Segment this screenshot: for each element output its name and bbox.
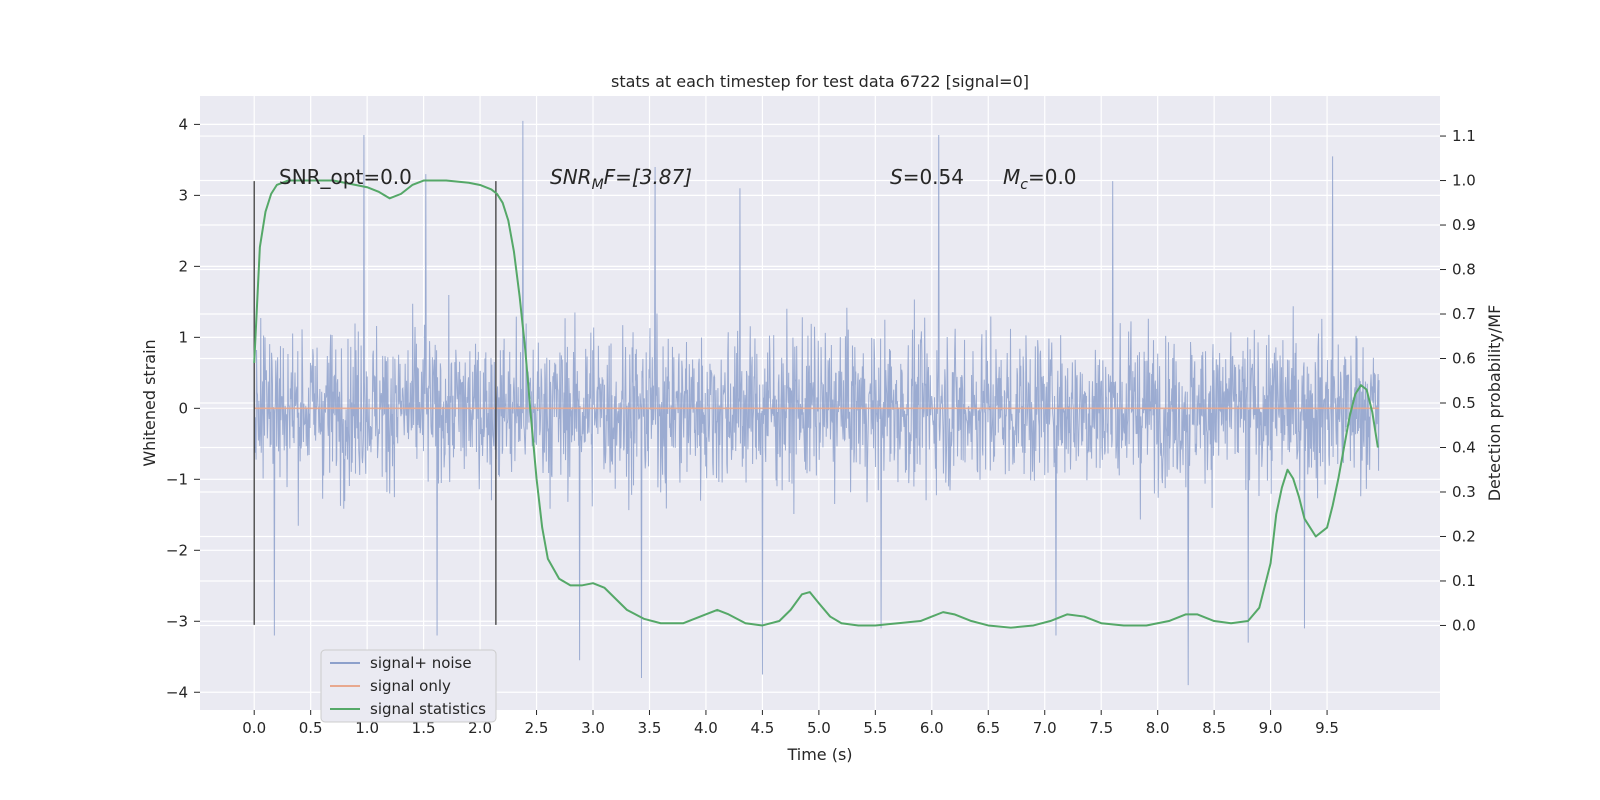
x-tick-label: 5.5 bbox=[863, 719, 887, 737]
series-layer bbox=[253, 120, 1380, 686]
y-right-tick-label: 0.4 bbox=[1452, 438, 1476, 456]
legend-label-signal-noise: signal+ noise bbox=[370, 654, 472, 672]
chart-title: stats at each timestep for test data 672… bbox=[611, 72, 1029, 91]
x-axis-title: Time (s) bbox=[786, 745, 852, 764]
x-tick-label: 0.5 bbox=[299, 719, 323, 737]
x-tick-label: 0.0 bbox=[242, 719, 266, 737]
x-tick-label: 5.0 bbox=[807, 719, 831, 737]
y-tick-label: −4 bbox=[166, 683, 188, 701]
y-tick-label: 4 bbox=[178, 115, 188, 133]
y-right-tick-label: 0.1 bbox=[1452, 572, 1476, 590]
snr-mf-main: SNR bbox=[550, 165, 592, 189]
mc-subscript: c bbox=[1020, 177, 1028, 193]
legend-label-signal-only: signal only bbox=[370, 677, 451, 695]
x-tick-label: 2.0 bbox=[468, 719, 492, 737]
x-tick-label: 1.5 bbox=[412, 719, 436, 737]
s-value: =0.54 bbox=[903, 165, 964, 189]
y-right-tick-label: 0.3 bbox=[1452, 483, 1476, 501]
x-tick-label: 3.5 bbox=[638, 719, 662, 737]
y-right-tick-label: 0.2 bbox=[1452, 527, 1476, 545]
mc-value: =0.0 bbox=[1028, 165, 1077, 189]
x-tick-label: 4.5 bbox=[750, 719, 774, 737]
y-right-tick-label: 0.0 bbox=[1452, 616, 1476, 634]
x-tick-label: 2.5 bbox=[525, 719, 549, 737]
snr-mf-subscript: M bbox=[592, 177, 604, 193]
y-tick-labels: 4 3 2 1 0 −1 −2 −3 −4 bbox=[166, 115, 200, 701]
y-tick-label: −2 bbox=[166, 541, 188, 559]
x-tick-labels: 0.0 0.5 1.0 1.5 2.0 2.5 3.0 3.5 4.0 4.5 5.0 5.5 6.0 6… bbox=[242, 710, 1339, 737]
y-axis-title: Whitened strain bbox=[140, 339, 159, 466]
y-right-tick-label: 1.0 bbox=[1452, 172, 1476, 190]
y-right-tick-label: 0.5 bbox=[1452, 394, 1476, 412]
x-tick-label: 9.5 bbox=[1315, 719, 1339, 737]
y-tick-label: −3 bbox=[166, 612, 188, 630]
y-tick-label: 0 bbox=[178, 399, 188, 417]
snr-mf-annotation: SNRMF=[3.87] bbox=[550, 165, 692, 193]
y-tick-label: 1 bbox=[178, 328, 188, 346]
s-main: S bbox=[890, 165, 903, 189]
snr-opt-annotation: SNR_opt=0.0 bbox=[279, 165, 412, 189]
series-signal-statistics bbox=[253, 179, 1379, 629]
y-right-tick-labels: 1.1 1.0 0.9 0.8 0.7 0.6 0.5 0.4 0.3 0.2 0.1 0.0 bbox=[1440, 127, 1476, 634]
mc-main: M bbox=[1003, 165, 1020, 189]
y-tick-label: 3 bbox=[178, 186, 188, 204]
legend-box bbox=[320, 649, 497, 723]
x-tick-label: 8.5 bbox=[1202, 719, 1226, 737]
y-right-tick-label: 0.8 bbox=[1452, 261, 1476, 279]
legend: signal+ noise signal only signal statist… bbox=[320, 649, 497, 723]
series-signal-noise bbox=[253, 120, 1380, 686]
s-annotation: S=0.54 bbox=[890, 165, 964, 189]
x-tick-label: 6.5 bbox=[976, 719, 1000, 737]
x-tick-label: 6.0 bbox=[920, 719, 944, 737]
y-right-tick-label: 1.1 bbox=[1452, 127, 1476, 145]
x-tick-label: 3.0 bbox=[581, 719, 605, 737]
y-right-tick-label: 0.9 bbox=[1452, 216, 1476, 234]
y-tick-label: −1 bbox=[166, 470, 188, 488]
x-tick-label: 7.0 bbox=[1033, 719, 1057, 737]
mc-annotation: Mc=0.0 bbox=[1003, 165, 1077, 193]
x-tick-label: 1.0 bbox=[355, 719, 379, 737]
y-right-tick-label: 0.6 bbox=[1452, 350, 1476, 368]
y-tick-label: 2 bbox=[178, 257, 188, 275]
x-tick-label: 9.0 bbox=[1259, 719, 1283, 737]
x-tick-label: 7.5 bbox=[1089, 719, 1113, 737]
x-tick-label: 8.0 bbox=[1146, 719, 1170, 737]
y-right-tick-label: 0.7 bbox=[1452, 305, 1476, 323]
x-tick-label: 4.0 bbox=[694, 719, 718, 737]
legend-label-signal-statistics: signal statistics bbox=[370, 700, 486, 718]
y-right-axis-title: Detection probability/MF bbox=[1485, 305, 1504, 502]
snr-mf-value: F=[3.87] bbox=[604, 165, 692, 189]
